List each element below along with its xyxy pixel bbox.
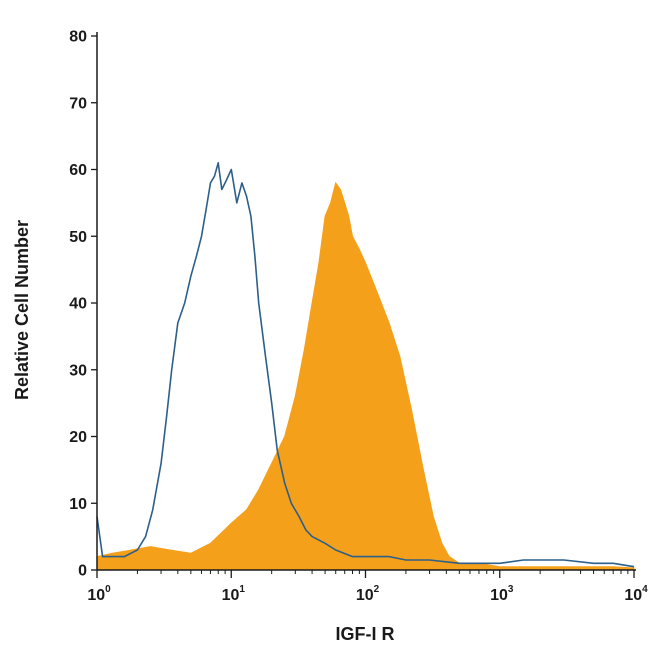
y-tick-label: 80 — [69, 29, 87, 46]
axes: 0 10 20 30 40 50 60 70 80 100 101 102 103 104 — [69, 29, 648, 605]
x-tick-label: 103 — [490, 584, 514, 604]
x-tick-label: 100 — [87, 584, 111, 604]
x-tick-label: 101 — [222, 584, 246, 604]
series-filled-histogram — [96, 181, 635, 571]
y-tick-label: 0 — [78, 563, 87, 580]
series-outline-histogram — [96, 162, 635, 568]
y-tick-label: 10 — [69, 496, 87, 513]
y-tick-label: 30 — [69, 362, 87, 379]
y-tick-label: 50 — [69, 229, 87, 246]
y-tick-label: 40 — [69, 296, 87, 313]
y-axis-title: Relative Cell Number — [12, 220, 32, 400]
y-tick-label: 70 — [69, 95, 87, 112]
x-tick-label: 102 — [356, 584, 380, 604]
x-tick-label: 104 — [624, 584, 648, 604]
plot-area — [96, 162, 635, 571]
x-axis-title: IGF-I R — [336, 624, 395, 644]
y-tick-label: 20 — [69, 429, 87, 446]
y-tick-label: 60 — [69, 162, 87, 179]
